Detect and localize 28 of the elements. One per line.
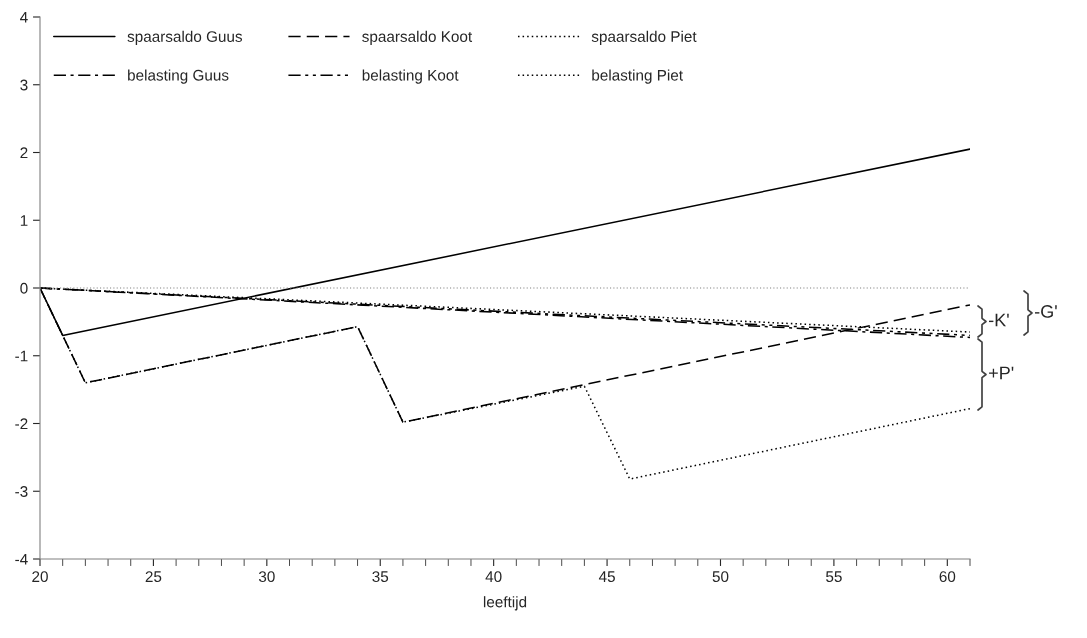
y-tick-label: -1 bbox=[15, 350, 28, 362]
text: -K' bbox=[988, 313, 1009, 327]
y-tick-label: -3 bbox=[15, 486, 28, 497]
text: +P' bbox=[989, 366, 1014, 380]
x-tick-label: 20 bbox=[32, 571, 48, 583]
x-tick-label: 55 bbox=[826, 571, 842, 583]
legend-label: belasting Guus bbox=[128, 69, 229, 84]
x-tick-label: 30 bbox=[258, 571, 275, 583]
legend-label: spaarsaldo Guus bbox=[127, 30, 243, 45]
x-tick-label: 35 bbox=[372, 571, 389, 583]
legend-label: spaarsaldo Koot bbox=[362, 30, 473, 45]
legend-label: spaarsaldo Piet bbox=[591, 30, 697, 45]
y-tick-label: 3 bbox=[20, 79, 28, 91]
text: -G' bbox=[1034, 305, 1057, 318]
y-tick-label: 4 bbox=[20, 12, 28, 23]
legend-label: belasting Piet bbox=[592, 69, 683, 84]
y-tick-label: 0 bbox=[20, 282, 28, 294]
y-tick-label: 1 bbox=[20, 215, 28, 226]
x-tick-label: 40 bbox=[485, 571, 502, 583]
x-tick-label: 50 bbox=[712, 571, 729, 583]
y-tick-label: -4 bbox=[15, 554, 28, 565]
y-tick-label: -2 bbox=[15, 418, 28, 430]
legend-label: belasting Koot bbox=[362, 69, 459, 84]
x-tick-label: 60 bbox=[939, 571, 956, 583]
x-tick-label: 45 bbox=[598, 571, 615, 583]
x-axis-title: leeftijd bbox=[483, 596, 527, 611]
x-tick-label: 25 bbox=[145, 571, 162, 583]
y-tick-label: 2 bbox=[20, 147, 28, 159]
